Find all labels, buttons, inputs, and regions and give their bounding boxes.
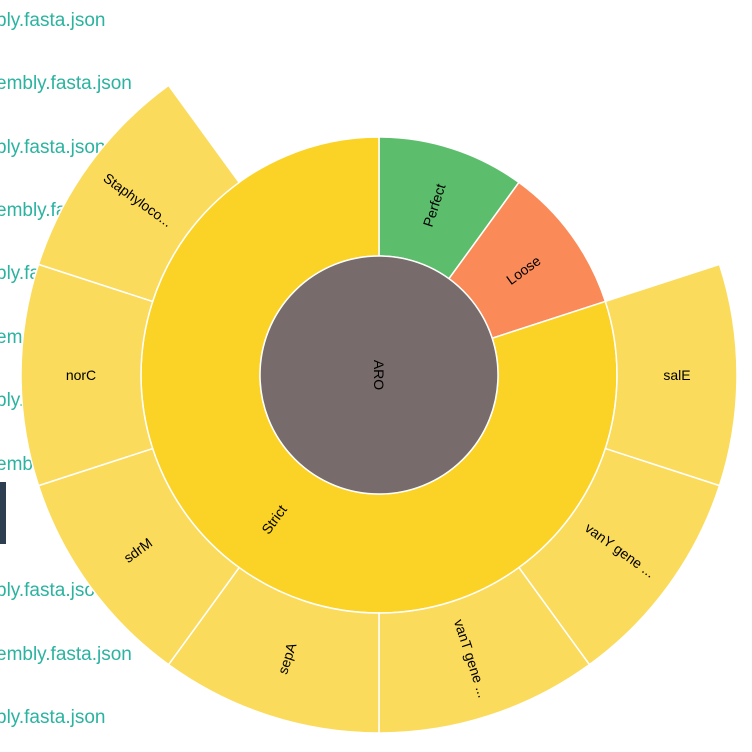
gene-segment-staphyloco[interactable] — [37, 84, 241, 303]
gene-segment-norc[interactable] — [20, 263, 154, 487]
file-link[interactable]: bly.fasta.json — [0, 580, 106, 601]
file-link[interactable]: embly.fasta.json — [0, 73, 132, 94]
root-segment-aro[interactable] — [259, 255, 499, 495]
file-link[interactable]: bly.fasta.json — [0, 137, 106, 158]
file-link[interactable]: bly.fasta.json — [0, 10, 106, 31]
file-link[interactable]: bly.fasta.json — [0, 707, 106, 728]
file-link[interactable]: embly.fasta.json — [0, 644, 132, 665]
side-panel-button[interactable] — [0, 482, 6, 544]
gene-segment-sale[interactable] — [604, 263, 738, 487]
